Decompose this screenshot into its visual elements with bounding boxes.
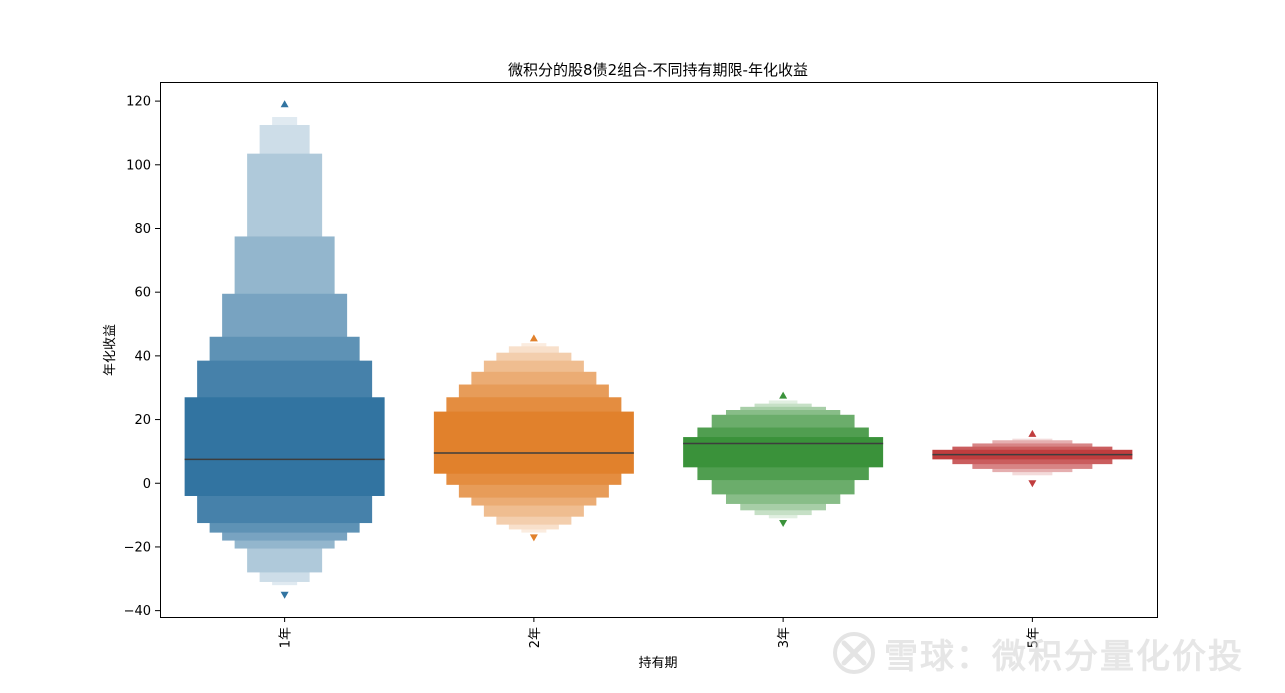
x-axis-label: 持有期 [638,656,677,671]
x-tick-label: 2年 [528,627,543,648]
x-tick-label: 1年 [279,627,294,648]
outlier-point [529,534,538,542]
boxen-box [433,411,634,474]
series-5年 [932,429,1133,488]
series-3年 [683,391,884,528]
series-2年 [433,334,634,542]
snowball-logo-icon [833,632,875,674]
outlier-point [280,100,289,108]
x-axis: 1年 2年 3年 5年 [279,617,1041,648]
outlier-point [779,391,788,399]
watermark-text: 雪球：微积分量化价投 [884,636,1244,677]
y-tick-label: 0 [143,477,151,492]
outlier-point [280,591,289,599]
y-axis-label: 年化收益 [103,324,118,376]
x-tick-label: 5年 [1026,627,1041,648]
y-tick-label: 80 [134,222,151,237]
boxen-box [184,397,385,496]
y-tick-label: 120 [126,95,151,110]
chart-marks [184,100,1133,599]
chart-title: 微积分的股8债2组合-不同持有期限-年化收益 [508,61,808,79]
x-tick-label: 3年 [777,627,792,648]
y-tick-label: 20 [134,413,151,428]
y-tick-label: 40 [134,349,151,364]
y-tick-label: 100 [126,158,151,173]
y-axis: −40 −20 0 20 40 60 80 100 120 [124,95,160,619]
outlier-point [529,334,538,342]
series-1年 [184,100,385,599]
y-tick-label: −20 [124,540,151,555]
outlier-point [1028,480,1037,488]
boxen-box [683,437,884,468]
y-tick-label: −40 [124,604,151,619]
plot-frame [160,82,1158,618]
outlier-point [779,520,788,528]
y-tick-label: 60 [134,286,151,301]
outlier-point [1028,429,1037,437]
watermark: 雪球：微积分量化价投 [832,628,1244,678]
